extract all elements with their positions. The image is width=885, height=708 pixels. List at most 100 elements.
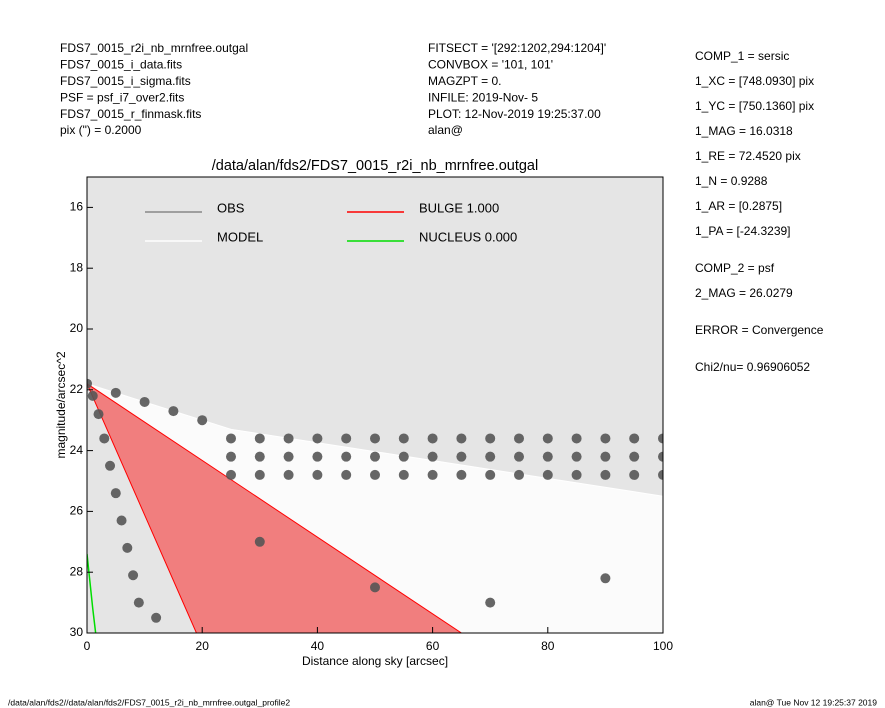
data-point <box>370 433 380 444</box>
data-point <box>398 433 409 444</box>
header-line: FDS7_0015_i_sigma.fits <box>60 74 191 88</box>
data-point <box>312 469 323 480</box>
header-line: INFILE: 2019-Nov- 5 <box>428 90 538 104</box>
header-line: PSF = psf_i7_over2.fits <box>60 90 184 104</box>
data-point <box>139 396 150 407</box>
header-line: FITSECT = '[292:1202,294:1204]' <box>428 41 606 55</box>
data-point <box>312 451 323 462</box>
fit-parameter: 1_PA = [-24.3239] <box>695 224 791 238</box>
data-point <box>254 536 265 547</box>
data-point <box>514 469 524 480</box>
legend-label: MODEL <box>217 229 263 244</box>
fit-parameter: Chi2/nu= 0.96906052 <box>695 360 810 374</box>
area <box>87 383 463 633</box>
fit-parameter: ERROR = Convergence <box>695 323 824 337</box>
data-point <box>629 451 640 462</box>
y-tick-label: 24 <box>70 443 84 457</box>
data-point <box>514 433 524 444</box>
data-point <box>370 469 380 480</box>
data-point <box>226 469 236 480</box>
legend-label: OBS <box>217 200 245 215</box>
plot-frame <box>86 176 664 634</box>
data-point <box>485 597 496 608</box>
line <box>87 553 97 633</box>
header-line: FDS7_0015_r2i_nb_mrnfree.outgal <box>60 41 248 55</box>
data-point <box>542 469 553 480</box>
data-point <box>99 433 110 444</box>
data-point <box>571 433 582 444</box>
data-point <box>283 433 294 444</box>
data-point <box>312 433 323 444</box>
data-point <box>571 469 582 480</box>
data-point <box>600 433 611 444</box>
data-point <box>485 451 496 462</box>
header-line: alan@ <box>428 123 463 137</box>
header-line: PLOT: 12-Nov-2019 19:25:37.00 <box>428 107 601 121</box>
data-point <box>87 378 92 389</box>
data-point <box>398 451 409 462</box>
data-point <box>600 573 611 584</box>
data-point <box>128 570 139 581</box>
data-point <box>151 612 162 623</box>
data-point <box>658 433 663 444</box>
header-line: FDS7_0015_r_finmask.fits <box>60 107 201 121</box>
data-point <box>254 451 265 462</box>
y-axis-label: magnitude/arcsec^2 <box>54 351 68 458</box>
x-tick-label: 0 <box>84 639 91 653</box>
header-line: FDS7_0015_i_data.fits <box>60 58 182 72</box>
fit-parameter: 1_XC = [748.0930] pix <box>695 74 814 88</box>
fit-parameter: COMP_1 = sersic <box>695 49 789 63</box>
chart-title: /data/alan/fds2/FDS7_0015_r2i_nb_mrnfree… <box>212 158 538 174</box>
y-tick-label: 30 <box>70 625 84 639</box>
data-point <box>110 488 121 499</box>
y-tick-label: 22 <box>70 382 84 396</box>
data-point <box>283 469 294 480</box>
y-tick-label: 28 <box>70 564 84 578</box>
data-point <box>133 597 144 608</box>
header-line: pix (") = 0.2000 <box>60 123 142 137</box>
x-tick-label: 100 <box>653 639 673 653</box>
data-point <box>110 387 121 398</box>
data-point <box>398 469 409 480</box>
x-tick-label: 60 <box>426 639 440 653</box>
data-point <box>485 469 496 480</box>
data-point <box>571 451 582 462</box>
data-point <box>370 582 380 593</box>
data-point <box>254 469 265 480</box>
data-point <box>658 469 663 480</box>
y-tick-label: 26 <box>70 504 84 518</box>
data-point <box>542 451 553 462</box>
data-point <box>116 515 127 526</box>
data-point <box>485 433 496 444</box>
fit-parameter: 1_MAG = 16.0318 <box>695 124 793 138</box>
legend-label: NUCLEUS 0.000 <box>419 229 517 244</box>
data-point <box>105 460 116 471</box>
x-tick-label: 20 <box>196 639 210 653</box>
data-point <box>226 451 236 462</box>
data-point <box>341 469 352 480</box>
data-point <box>283 451 294 462</box>
data-point <box>341 451 352 462</box>
fit-parameter: 1_N = 0.9288 <box>695 174 768 188</box>
data-point <box>629 433 640 444</box>
data-point <box>629 469 640 480</box>
data-point <box>197 415 208 426</box>
data-point <box>514 451 524 462</box>
header-line: MAGZPT = 0. <box>428 74 501 88</box>
data-point <box>427 451 438 462</box>
legend-label: BULGE 1.000 <box>419 200 499 215</box>
data-point <box>93 409 104 420</box>
fit-parameter: 1_YC = [750.1360] pix <box>695 99 814 113</box>
fit-parameter: 2_MAG = 26.0279 <box>695 286 793 300</box>
data-point <box>456 451 467 462</box>
data-point <box>122 542 133 553</box>
data-point <box>427 469 438 480</box>
footer-stamp: alan@ Tue Nov 12 19:25:37 2019 <box>750 697 878 707</box>
data-point <box>254 433 265 444</box>
data-point <box>456 469 467 480</box>
y-tick-label: 18 <box>70 260 84 274</box>
data-point <box>658 451 663 462</box>
footer-path: /data/alan/fds2//data/alan/fds2/FDS7_001… <box>8 697 290 707</box>
y-tick-label: 20 <box>70 321 84 335</box>
